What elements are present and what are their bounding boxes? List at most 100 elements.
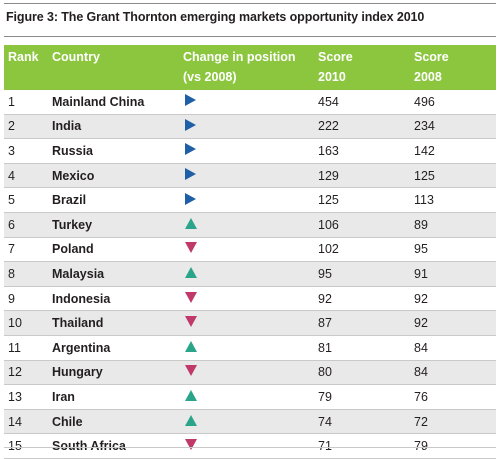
figure-title: Figure 3: The Grant Thornton emerging ma…: [6, 10, 425, 24]
header-score2008-line1: Score: [414, 50, 449, 64]
score-2010-cell: 95: [314, 261, 410, 287]
score-2008-cell: 234: [410, 114, 496, 140]
rank-cell: 12: [4, 360, 48, 386]
table-row: 4 Mexico 129 125: [4, 163, 496, 189]
up-triangle-icon: [185, 340, 197, 352]
score-2010-cell: 81: [314, 335, 410, 361]
country-cell: Poland: [48, 237, 179, 263]
table-row: 11 Argentina 81 84: [4, 335, 496, 361]
rank-cell: 4: [4, 163, 48, 189]
table-row: 2 India 222 234: [4, 114, 496, 140]
rank-cell: 2: [4, 114, 48, 140]
down-triangle-icon: [185, 242, 197, 254]
down-triangle-icon: [185, 316, 197, 328]
bottom-divider: [4, 447, 496, 448]
score-2008-cell: 91: [410, 261, 496, 287]
change-cell: [179, 237, 314, 263]
right-triangle-icon: [185, 143, 196, 156]
score-2010-cell: 129: [314, 163, 410, 189]
score-2010-cell: 163: [314, 138, 410, 164]
table-row: 10 Thailand 87 92: [4, 310, 496, 336]
change-cell: [179, 409, 314, 435]
score-2008-cell: 95: [410, 237, 496, 263]
header-change-line2: (vs 2008): [183, 70, 237, 84]
change-cell: [179, 261, 314, 287]
up-triangle-icon: [185, 389, 197, 401]
country-cell: Hungary: [48, 360, 179, 386]
score-2010-cell: 102: [314, 237, 410, 263]
score-2008-cell: 72: [410, 409, 496, 435]
right-triangle-icon: [185, 168, 196, 181]
header-country: Country: [48, 45, 179, 90]
change-cell: [179, 90, 314, 115]
country-cell: Iran: [48, 384, 179, 410]
country-cell: Russia: [48, 138, 179, 164]
score-2010-cell: 92: [314, 286, 410, 312]
header-score-2008: Score 2008: [410, 45, 496, 90]
change-cell: [179, 212, 314, 238]
rank-cell: 9: [4, 286, 48, 312]
up-triangle-icon: [185, 217, 197, 229]
table-row: 6 Turkey 106 89: [4, 212, 496, 238]
down-triangle-icon: [185, 439, 197, 451]
change-cell: [179, 310, 314, 336]
change-cell: [179, 114, 314, 140]
right-triangle-icon: [185, 192, 196, 205]
score-2010-cell: 80: [314, 360, 410, 386]
table-row: 9 Indonesia 92 92: [4, 286, 496, 312]
table-row: 1 Mainland China 454 496: [4, 90, 496, 115]
score-2008-cell: 125: [410, 163, 496, 189]
score-2008-cell: 92: [410, 310, 496, 336]
score-2010-cell: 106: [314, 212, 410, 238]
score-2008-cell: 113: [410, 187, 496, 213]
country-cell: Thailand: [48, 310, 179, 336]
header-rank: Rank: [4, 45, 48, 90]
change-cell: [179, 286, 314, 312]
score-2010-cell: 222: [314, 114, 410, 140]
top-divider: [4, 3, 496, 4]
up-triangle-icon: [185, 266, 197, 278]
score-2008-cell: 89: [410, 212, 496, 238]
rank-cell: 3: [4, 138, 48, 164]
country-cell: Mainland China: [48, 90, 179, 115]
rank-cell: 8: [4, 261, 48, 287]
header-score2010-line1: Score: [318, 50, 353, 64]
score-2010-cell: 125: [314, 187, 410, 213]
score-2008-cell: 496: [410, 90, 496, 115]
country-cell: Mexico: [48, 163, 179, 189]
change-cell: [179, 138, 314, 164]
table-row: 13 Iran 79 76: [4, 384, 496, 410]
score-2008-cell: 76: [410, 384, 496, 410]
header-score2010-line2: 2010: [318, 70, 346, 84]
table-row: 8 Malaysia 95 91: [4, 261, 496, 287]
rank-cell: 13: [4, 384, 48, 410]
rank-cell: 11: [4, 335, 48, 361]
change-cell: [179, 335, 314, 361]
country-cell: Brazil: [48, 187, 179, 213]
title-divider: [4, 36, 496, 37]
change-cell: [179, 384, 314, 410]
rank-cell: 10: [4, 310, 48, 336]
score-2008-cell: 92: [410, 286, 496, 312]
table-row: 3 Russia 163 142: [4, 138, 496, 164]
header-score-2010: Score 2010: [314, 45, 410, 90]
rank-cell: 6: [4, 212, 48, 238]
score-2010-cell: 454: [314, 90, 410, 115]
header-score2008-line2: 2008: [414, 70, 442, 84]
change-cell: [179, 187, 314, 213]
rank-cell: 14: [4, 409, 48, 435]
header-change-line1: Change in position: [183, 50, 296, 64]
table-row: 5 Brazil 125 113: [4, 187, 496, 213]
country-cell: Indonesia: [48, 286, 179, 312]
score-2010-cell: 79: [314, 384, 410, 410]
score-2010-cell: 87: [314, 310, 410, 336]
rank-cell: 1: [4, 90, 48, 115]
score-2008-cell: 84: [410, 360, 496, 386]
right-triangle-icon: [185, 118, 196, 131]
up-triangle-icon: [185, 414, 197, 426]
country-cell: Malaysia: [48, 261, 179, 287]
country-cell: Chile: [48, 409, 179, 435]
score-2008-cell: 142: [410, 138, 496, 164]
country-cell: Argentina: [48, 335, 179, 361]
